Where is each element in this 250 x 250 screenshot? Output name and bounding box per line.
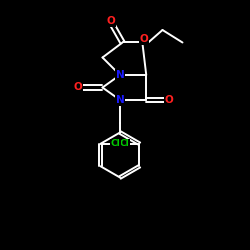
Text: O: O [107,16,116,26]
Text: O: O [73,82,82,92]
Text: N: N [116,70,124,80]
Text: Cl: Cl [111,139,120,148]
Text: O: O [164,95,173,105]
Text: N: N [116,95,124,105]
Text: O: O [140,34,148,44]
Text: Cl: Cl [120,139,129,148]
